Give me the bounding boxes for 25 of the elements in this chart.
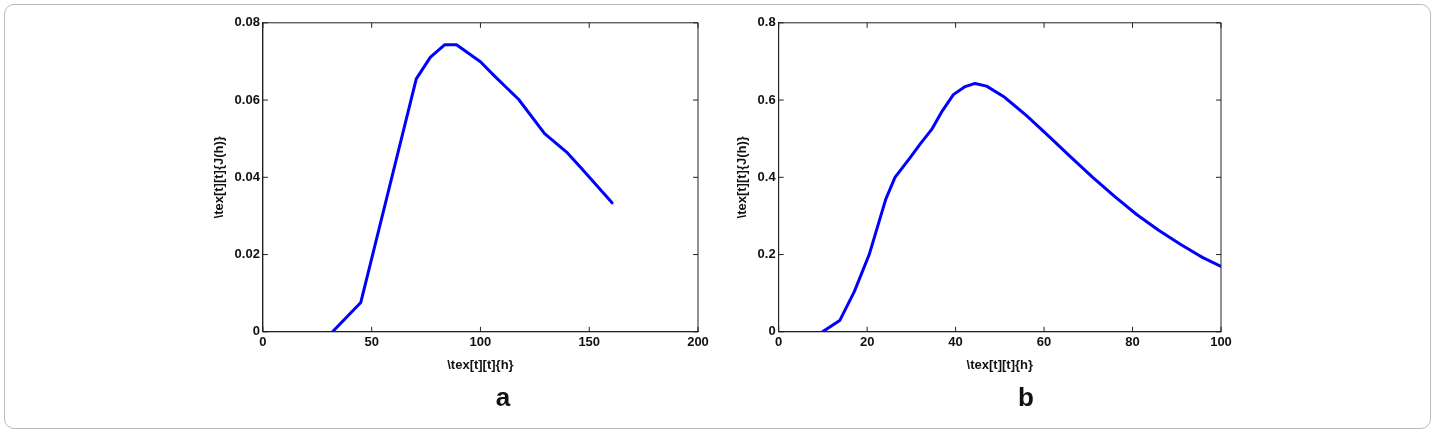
y-tick-label: 0.08 [234,14,260,30]
x-tick-label: 100 [469,334,492,350]
y-tick-label: 0.4 [757,168,777,184]
y-tick-label: 0.6 [757,91,776,107]
x-tick-label: 60 [1036,334,1052,350]
x-axis-title: \tex[t][t]{h} [447,356,514,372]
x-tick-label: 200 [687,334,709,350]
x-tick-label: 100 [1210,334,1232,350]
y-tick-label: 0.8 [757,14,776,30]
x-tick-label: 40 [948,334,963,350]
y-tick-label: 0 [252,323,260,339]
text: a [494,382,512,413]
y-tick-label: 0.04 [234,168,261,184]
x-tick-label: 50 [364,334,379,350]
y-tick-label: 0.06 [234,91,260,107]
y-tick-label: 0 [768,323,776,339]
x-tick-label: 150 [578,334,601,350]
y-axis-title: \tex[t][t]{J(h)} [734,136,750,219]
text: b [1017,382,1035,413]
y-tick-label: 0.2 [757,246,776,262]
y-axis-title: \tex[t][t]{J(h)} [211,136,227,219]
y-tick-label: 0.02 [234,246,260,262]
x-tick-label: 20 [859,334,875,350]
x-axis-title: \tex[t][t]{h} [966,356,1034,372]
x-tick-label: 80 [1125,334,1140,350]
